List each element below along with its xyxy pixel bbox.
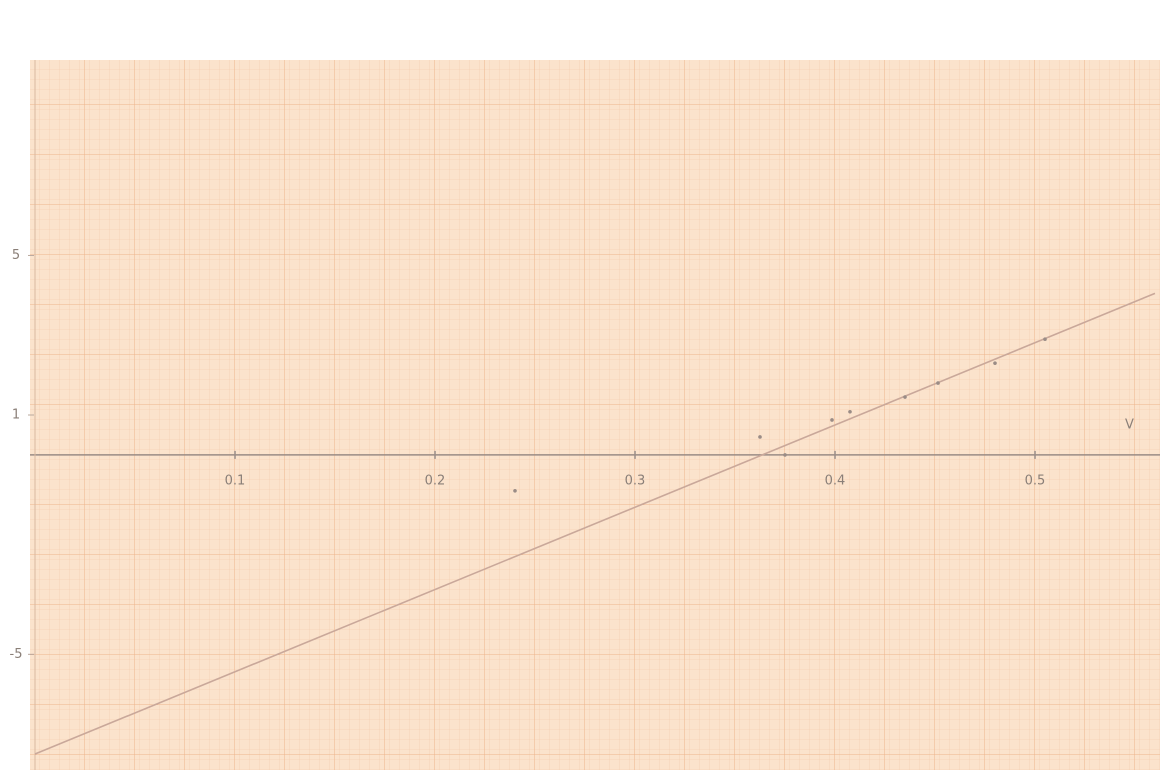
data-point (993, 361, 997, 365)
graph-grid (30, 60, 1160, 770)
data-point (758, 435, 762, 439)
data-point (783, 453, 787, 457)
data-point (903, 395, 907, 399)
x-tick-label: 0.4 (825, 473, 846, 488)
y-tick-label: 5 (12, 248, 20, 263)
y-tick-label: -5 (10, 647, 23, 662)
x-axis-label: V (1125, 418, 1134, 433)
x-tick-label: 0.3 (625, 473, 646, 488)
x-tick-label: 0.1 (225, 473, 246, 488)
x-tick-label: 0.5 (1025, 473, 1046, 488)
x-tick-label: 0.2 (425, 473, 446, 488)
data-point (830, 418, 834, 422)
fit-line (34, 292, 1156, 755)
data-point (936, 381, 940, 385)
data-point (513, 488, 517, 493)
data-point (1043, 337, 1047, 342)
data-point (848, 410, 852, 414)
y-tick-label: 1 (12, 408, 20, 423)
